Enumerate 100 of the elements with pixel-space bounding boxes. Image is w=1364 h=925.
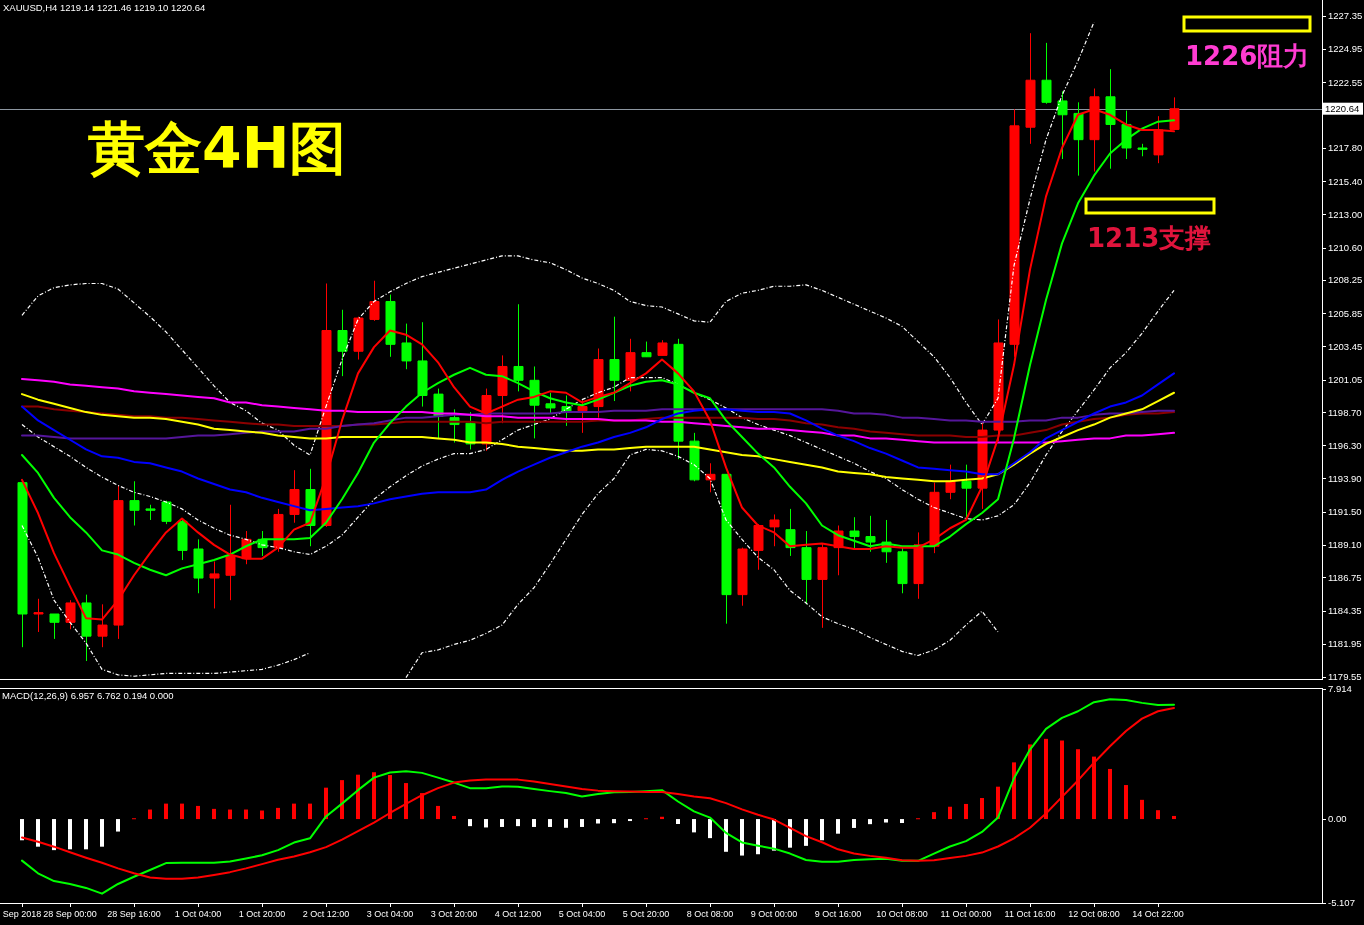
candlestick	[593, 347, 604, 419]
y-tick-label: 1193.90	[1328, 472, 1362, 484]
x-tick-label: 3 Oct 04:00	[366, 909, 414, 919]
candlestick	[849, 516, 860, 550]
bar	[1044, 738, 1048, 820]
candlestick	[225, 504, 236, 601]
bar	[820, 819, 824, 841]
x-tick-label: 1 Oct 04:00	[174, 909, 222, 919]
candlestick	[81, 594, 92, 662]
bar	[228, 809, 232, 820]
x-tick-label: 9 Oct 00:00	[750, 909, 798, 919]
bar	[84, 819, 88, 850]
bar	[436, 805, 440, 820]
candlestick	[161, 500, 172, 525]
x-tick-label: 2 Oct 12:00	[302, 909, 350, 919]
bar	[180, 803, 184, 820]
y-tick-label: 1227.35	[1328, 10, 1363, 22]
bar	[1108, 768, 1112, 820]
x-tick-label: 11 Oct 00:00	[940, 909, 992, 919]
bar	[900, 819, 904, 824]
candlestick	[961, 464, 972, 518]
bar	[340, 780, 344, 820]
bar	[1124, 785, 1128, 820]
y-tick-label: 1217.80	[1328, 142, 1363, 154]
bar	[372, 772, 376, 820]
bar	[196, 805, 200, 820]
candlestick	[353, 316, 364, 361]
candlestick	[209, 560, 220, 609]
bar	[580, 819, 584, 827]
y-tick-label: 1208.25	[1328, 274, 1363, 286]
y-tick-label: 1189.10	[1328, 539, 1362, 551]
bar	[484, 819, 488, 828]
bar	[276, 807, 280, 820]
y-tick-label: 1179.55	[1328, 671, 1362, 683]
bar	[148, 809, 152, 820]
x-tick-label: 10 Oct 08:00	[876, 909, 928, 919]
bar	[404, 783, 408, 820]
bar	[52, 819, 56, 851]
y-tick-label: 1196.30	[1328, 439, 1362, 451]
bar	[260, 810, 264, 820]
candlestick	[705, 462, 716, 493]
x-tick-label: 8 Oct 08:00	[686, 909, 734, 919]
x-tick-label: Sep 2018	[2, 909, 42, 919]
bar	[100, 819, 104, 847]
x-tick-label: 28 Sep 00:00	[43, 909, 97, 919]
y-tick-label: 1213.00	[1328, 208, 1363, 220]
candlestick	[769, 513, 780, 547]
candlestick	[513, 303, 524, 392]
bar	[1028, 744, 1032, 820]
candlestick	[641, 341, 652, 358]
candlestick	[337, 309, 348, 377]
y-tick-label: 1210.60	[1328, 241, 1363, 253]
x-tick-label: 14 Oct 22:00	[1132, 909, 1184, 919]
bar	[692, 819, 696, 833]
candlestick	[49, 613, 60, 640]
candlestick	[465, 411, 476, 450]
bar	[1172, 815, 1176, 820]
bar	[500, 819, 504, 827]
bar	[868, 819, 872, 825]
x-tick-label: 1 Oct 20:00	[238, 909, 286, 919]
bar	[244, 809, 248, 820]
candlestick	[1041, 42, 1052, 105]
candlestick	[833, 525, 844, 576]
bar	[756, 819, 760, 855]
y-tick-label: 1186.75	[1328, 571, 1362, 583]
bar	[1140, 799, 1144, 820]
x-tick-label: 3 Oct 20:00	[430, 909, 478, 919]
candlestick	[657, 339, 668, 356]
candlestick	[401, 323, 412, 370]
ref-line-label: 1220.64	[1325, 103, 1360, 115]
bar	[20, 819, 24, 841]
x-tick-label: 5 Oct 20:00	[622, 909, 670, 919]
bar	[516, 819, 520, 827]
y-tick-label: 1224.95	[1328, 43, 1363, 55]
y-tick-label: 1181.95	[1328, 638, 1362, 650]
bar	[852, 819, 856, 828]
text: 黄金4H图	[88, 115, 347, 181]
candlestick	[609, 316, 620, 402]
y-tick-label: -5.107	[1328, 897, 1355, 909]
x-tick-label: 28 Sep 16:00	[107, 909, 161, 919]
bar	[532, 819, 536, 827]
candlestick	[289, 469, 300, 524]
y-tick-label: 7.914	[1328, 683, 1352, 695]
text: 1226阻力	[1185, 41, 1310, 71]
bar	[964, 803, 968, 820]
y-tick-label: 1191.50	[1328, 506, 1362, 518]
x-tick-label: 4 Oct 12:00	[494, 909, 542, 919]
x-tick-label: 12 Oct 08:00	[1068, 909, 1120, 919]
x-tick-label: 9 Oct 16:00	[814, 909, 862, 919]
line-series	[21, 289, 1175, 556]
candlestick	[993, 318, 1004, 442]
bar	[452, 815, 456, 820]
chart-subtitle: XAUUSD,H4 1219.14 1221.46 1219.10 1220.64	[3, 2, 206, 13]
bar	[164, 803, 168, 820]
y-tick-label: 1222.55	[1328, 76, 1363, 88]
bar	[1060, 740, 1064, 820]
bar	[388, 775, 392, 820]
candlestick	[913, 531, 924, 600]
candlestick	[33, 598, 44, 633]
bar	[884, 819, 888, 823]
